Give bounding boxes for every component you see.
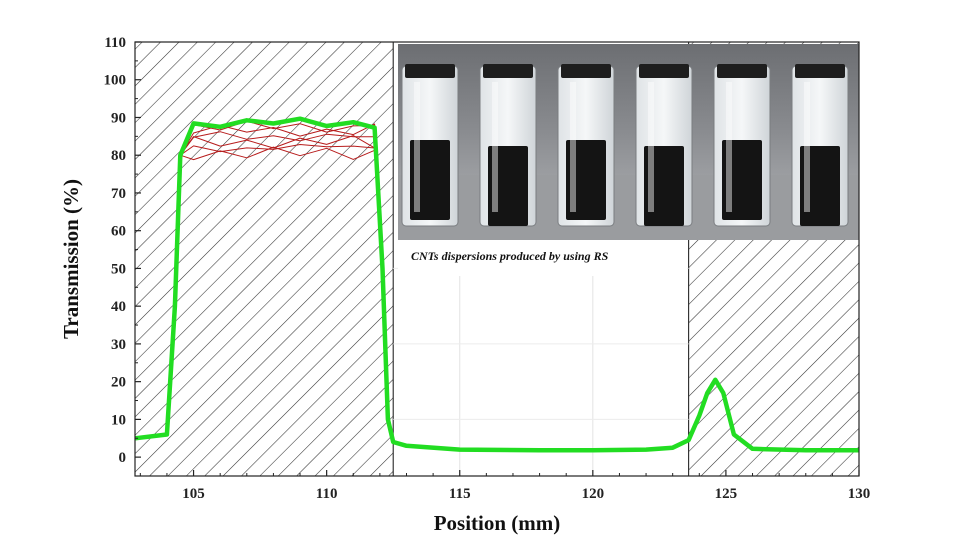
x-tick-label: 130 (848, 486, 871, 502)
y-axis: 0 10 20 30 40 50 60 70 80 90 100 110 (104, 35, 141, 466)
inset-caption: CNTs dispersions produced by using RS (411, 249, 609, 263)
x-tick-label: 120 (582, 486, 605, 502)
y-tick-label: 0 (119, 450, 127, 466)
cuvette-highlight (648, 82, 654, 212)
cuvette-liquid (488, 146, 528, 226)
photo-table (398, 175, 859, 240)
cuvette-liquid (722, 140, 762, 220)
y-tick-label: 100 (104, 73, 127, 89)
y-tick-label: 70 (111, 186, 126, 202)
y-axis-title: Transmission (%) (59, 179, 83, 339)
plot-frame (134, 41, 860, 477)
cuvette-cap (717, 64, 767, 78)
x-tick-label: 110 (316, 486, 338, 502)
cuvette-cap (483, 64, 533, 78)
cuvette-cap (639, 64, 689, 78)
series-line-7 (134, 116, 859, 453)
y-tick-label: 40 (111, 299, 126, 315)
cuvette-highlight (726, 82, 732, 212)
cuvette-cap (405, 64, 455, 78)
y-tick-label: 110 (104, 35, 126, 51)
cuvette-liquid (800, 146, 840, 226)
y-tick-label: 90 (111, 110, 126, 126)
x-tick-label: 105 (182, 486, 205, 502)
y-tick-label: 80 (111, 148, 126, 164)
cuvette-highlight (492, 82, 498, 212)
x-tick-label: 115 (449, 486, 471, 502)
cuvette-highlight (570, 82, 576, 212)
caption-panel (398, 240, 687, 276)
cuvette-cap (561, 64, 611, 78)
x-axis: 105 110 115 120 125 130 (139, 470, 871, 502)
y-tick-label: 50 (111, 261, 126, 277)
cuvette-liquid (410, 140, 450, 220)
cuvette-highlight (804, 82, 810, 212)
y-tick-label: 60 (111, 224, 126, 240)
inset-photo: CNTs dispersions produced by using RS (398, 44, 859, 276)
y-tick-label: 30 (111, 337, 126, 353)
cuvette-cap (795, 64, 845, 78)
hatched-region-left (135, 42, 394, 476)
cuvette-highlight (414, 82, 420, 212)
y-tick-label: 10 (111, 412, 126, 428)
cuvettes-group (401, 64, 849, 227)
x-axis-title: Position (mm) (434, 511, 561, 535)
cuvette-liquid (566, 140, 606, 220)
y-tick-label: 20 (111, 375, 126, 391)
cuvette-liquid (644, 146, 684, 226)
x-tick-label: 125 (715, 486, 738, 502)
series-layer (134, 116, 859, 453)
